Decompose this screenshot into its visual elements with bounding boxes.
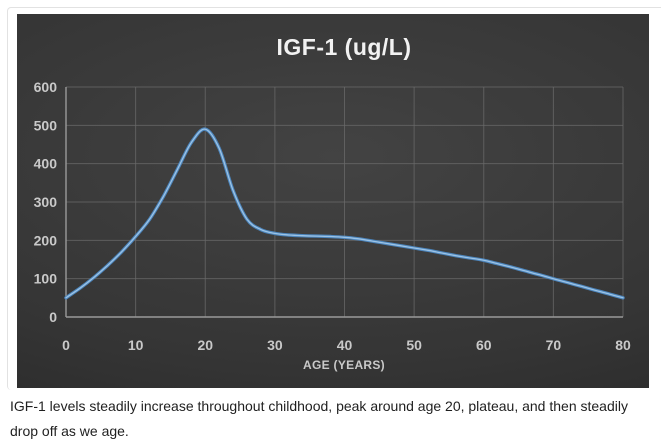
y-tick-label: 300 (34, 194, 58, 210)
igf1-curve (64, 127, 625, 300)
y-tick-label: 100 (34, 271, 58, 287)
y-tick-label: 600 (34, 79, 58, 95)
x-tick-label: 40 (337, 337, 353, 353)
x-tick-label: 80 (615, 337, 631, 353)
y-tick-label: 200 (34, 232, 58, 248)
chart-title: IGF-1 (ug/L) (276, 34, 411, 60)
y-tick-label: 400 (34, 156, 58, 172)
caption: IGF-1 levels steadily increase throughou… (10, 398, 628, 439)
y-tick-label: 0 (49, 309, 57, 325)
tick-labels: 0 10 20 30 40 50 60 70 80 0 100 200 300 400 500 600 (34, 79, 631, 353)
axes (65, 87, 623, 318)
x-tick-label: 60 (476, 337, 492, 353)
igf1-line-chart: 0 10 20 30 40 50 60 70 80 0 100 200 300 400 500 600 IGF… (17, 14, 649, 388)
y-tick-label: 500 (34, 117, 58, 133)
line-chart-plot: 0 10 20 30 40 50 60 70 80 0 100 200 300 400 500 600 IGF… (34, 34, 631, 372)
x-tick-label: 10 (128, 337, 144, 353)
x-tick-label: 70 (546, 337, 562, 353)
igf1-curve-highlight (65, 128, 624, 299)
gridlines (66, 86, 624, 317)
x-tick-label: 50 (406, 337, 422, 353)
x-tick-label: 30 (267, 337, 283, 353)
x-tick-label: 20 (197, 337, 213, 353)
x-axis-label: AGE (YEARS) (303, 358, 385, 372)
x-tick-label: 0 (62, 337, 70, 353)
